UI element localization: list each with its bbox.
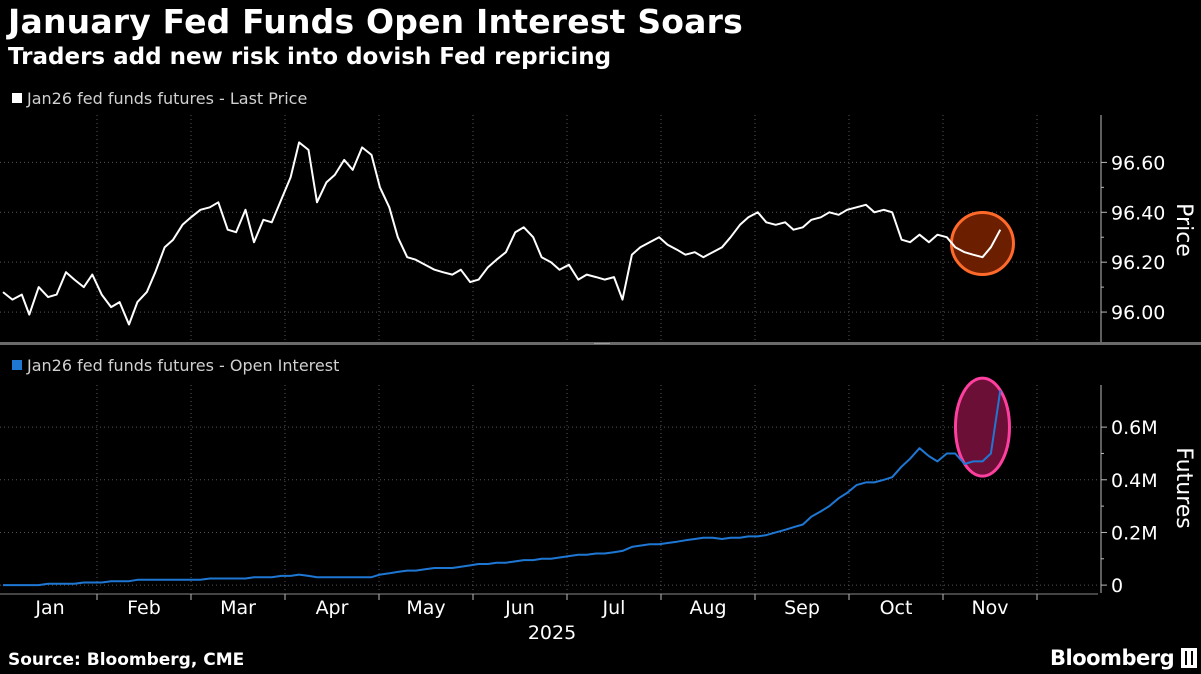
price-highlight-ellipse	[949, 210, 1015, 276]
x-tick-label: Jul	[602, 597, 626, 619]
x-tick-label: Apr	[316, 597, 349, 619]
x-tick-label: Jan	[34, 597, 64, 619]
oi-y-tick-label: 0.2M	[1111, 522, 1158, 544]
oi-legend-swatch	[12, 360, 22, 370]
price-legend-label: Jan26 fed funds futures - Last Price	[26, 89, 307, 108]
bloomberg-mark-icon	[1181, 648, 1197, 668]
price-y-tick-label: 96.20	[1111, 252, 1165, 274]
x-tick-label: Feb	[127, 597, 161, 619]
oi-highlight-ellipse	[953, 376, 1011, 478]
x-tick-label: May	[406, 597, 445, 619]
oi-panel: 0 0.2M 0.4M 0.6M	[0, 376, 1158, 597]
x-tick-label: Oct	[880, 597, 913, 619]
x-tick-label: Mar	[220, 597, 256, 619]
x-axis-year-label: 2025	[528, 622, 576, 644]
price-axis-title: Price	[1171, 203, 1196, 257]
oi-y-tick-label: 0	[1111, 575, 1123, 597]
chart-title: January Fed Funds Open Interest Soars	[8, 2, 743, 41]
grid-layer	[96, 115, 1038, 593]
x-axis: Jan Feb Mar Apr May Jun Jul Aug Sep Oct Nov	[0, 593, 1098, 619]
oi-y-tick-label: 0.4M	[1111, 470, 1158, 492]
oi-y-tick-label: 0.6M	[1111, 417, 1158, 439]
oi-series-line	[3, 390, 1002, 587]
source-note: Source: Bloomberg, CME	[8, 650, 245, 670]
price-panel: 96.00 96.20 96.40 96.60	[0, 115, 1165, 342]
oi-axis-title: Futures	[1171, 447, 1196, 529]
oi-legend-label: Jan26 fed funds futures - Open Interest	[26, 356, 339, 375]
price-y-tick-label: 96.00	[1111, 302, 1165, 324]
x-tick-label: Jun	[504, 597, 535, 619]
price-y-tick-label: 96.40	[1111, 202, 1165, 224]
price-y-tick-label: 96.60	[1111, 152, 1165, 174]
price-legend-swatch	[12, 93, 22, 103]
price-series-line	[2, 141, 1002, 326]
bloomberg-logo: Bloomberg	[1050, 646, 1175, 670]
x-tick-label: Nov	[971, 597, 1008, 619]
chart-subtitle: Traders add new risk into dovish Fed rep…	[8, 44, 612, 70]
x-tick-label: Sep	[784, 597, 820, 619]
x-tick-label: Aug	[689, 597, 726, 619]
